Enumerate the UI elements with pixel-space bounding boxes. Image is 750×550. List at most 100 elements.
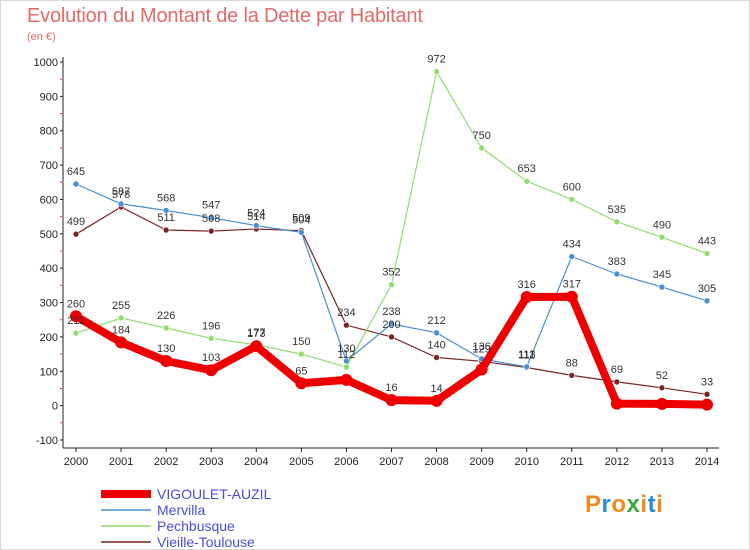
data-point-mervilla [117, 200, 125, 208]
data-label-mervilla: 130 [337, 343, 355, 355]
data-label-vieille-toulouse: 514 [247, 211, 265, 223]
data-label-mervilla: 345 [653, 269, 671, 281]
data-label-vieille-toulouse: 129 [472, 343, 490, 355]
y-tick-label: 400 [40, 263, 58, 275]
data-point-pechbusque [433, 68, 440, 75]
x-tick-label: 2007 [379, 456, 403, 468]
data-label-pechbusque: 112 [338, 349, 356, 361]
data-point-mervilla [703, 297, 711, 305]
x-tick-label: 2013 [650, 456, 674, 468]
data-point-pechbusque [613, 218, 621, 226]
data-point-mervilla [433, 329, 440, 337]
y-tick-label: -100 [36, 435, 58, 447]
x-tick-label: 2006 [334, 456, 358, 468]
data-point-vigoulet-auzil [205, 364, 218, 377]
data-label-vigoulet-auzil: 317 [563, 279, 581, 291]
y-tick-label: 0 [52, 401, 58, 413]
data-point-mervilla [298, 229, 305, 236]
data-label-vieille-toulouse: 578 [112, 189, 130, 201]
y-tick-label: 500 [40, 229, 58, 241]
data-label-vigoulet-auzil: 173 [247, 328, 265, 340]
data-point-vieille-toulouse [658, 384, 666, 392]
legend-label-vigoulet-auzil: VIGOULET-AUZIL [157, 486, 272, 502]
data-point-vigoulet-auzil [701, 398, 713, 411]
data-label-mervilla: 568 [157, 192, 175, 204]
x-tick-label: 2002 [154, 456, 178, 468]
data-label-mervilla: 113 [518, 349, 536, 361]
data-label-vieille-toulouse: 88 [566, 357, 578, 369]
data-label-vieille-toulouse: 508 [202, 213, 220, 225]
chart-unit-label: (en €) [27, 31, 56, 43]
data-point-vieille-toulouse [207, 227, 215, 235]
data-label-pechbusque: 196 [202, 320, 220, 332]
data-label-pechbusque: 535 [608, 204, 626, 216]
y-tick-label: 700 [40, 160, 58, 172]
data-point-vieille-toulouse [343, 321, 350, 329]
data-label-mervilla: 434 [563, 238, 581, 250]
data-point-vigoulet-auzil [115, 336, 128, 349]
data-point-pechbusque [568, 196, 576, 203]
data-point-pechbusque [162, 324, 170, 332]
data-label-pechbusque: 750 [472, 130, 490, 142]
y-tick-label: 1000 [34, 57, 58, 69]
data-label-mervilla: 587 [112, 186, 130, 198]
data-label-pechbusque: 211 [67, 315, 85, 327]
data-label-vieille-toulouse: 509 [292, 213, 310, 225]
data-point-vigoulet-auzil [610, 397, 623, 410]
data-point-vigoulet-auzil [295, 377, 308, 390]
x-tick-label: 2012 [605, 456, 629, 468]
data-label-pechbusque: 177 [247, 327, 265, 339]
data-point-mervilla [658, 283, 666, 291]
data-point-mervilla [523, 363, 531, 371]
data-label-vigoulet-auzil: 103 [202, 352, 220, 364]
data-point-vieille-toulouse [72, 230, 80, 238]
data-point-pechbusque [207, 334, 215, 342]
data-label-vieille-toulouse: 52 [656, 370, 668, 382]
data-point-mervilla [207, 214, 215, 221]
x-tick-label: 2010 [514, 456, 538, 468]
y-tick-label: 800 [40, 126, 58, 138]
data-point-pechbusque [523, 177, 531, 185]
y-tick-label: 200 [40, 332, 58, 344]
data-point-pechbusque [298, 350, 305, 358]
data-label-vieille-toulouse: 200 [382, 319, 400, 331]
logo-letter: P [585, 491, 602, 518]
data-point-vigoulet-auzil [655, 397, 668, 410]
data-label-vieille-toulouse: 69 [611, 364, 623, 376]
data-point-mervilla [162, 207, 170, 214]
data-label-vigoulet-auzil: 316 [518, 279, 536, 291]
data-label-pechbusque: 226 [157, 310, 175, 322]
data-point-vieille-toulouse [568, 372, 576, 379]
data-point-pechbusque [388, 281, 395, 288]
data-point-vieille-toulouse [388, 333, 395, 341]
data-label-vigoulet-auzil: 65 [295, 365, 307, 377]
data-label-pechbusque: 490 [653, 219, 671, 231]
data-point-pechbusque [658, 233, 666, 241]
y-tick-label: 100 [40, 366, 58, 378]
data-point-pechbusque [703, 250, 711, 257]
data-point-mervilla [613, 270, 621, 278]
x-tick-label: 2014 [695, 456, 719, 468]
data-point-vigoulet-auzil [520, 291, 533, 304]
data-point-pechbusque [117, 314, 125, 322]
data-label-vieille-toulouse: 140 [427, 340, 445, 352]
data-point-vigoulet-auzil [565, 290, 578, 303]
x-tick-label: 2000 [64, 456, 88, 468]
data-label-mervilla: 305 [698, 283, 716, 295]
data-point-vieille-toulouse [162, 226, 170, 234]
data-point-vieille-toulouse [703, 390, 711, 398]
data-point-pechbusque [343, 363, 350, 371]
data-point-mervilla [252, 222, 260, 229]
data-point-vigoulet-auzil [250, 340, 263, 353]
data-label-mervilla: 212 [427, 315, 445, 327]
data-label-mervilla: 645 [67, 166, 85, 178]
data-point-vieille-toulouse [433, 354, 440, 361]
data-point-vieille-toulouse [613, 378, 621, 386]
data-label-vigoulet-auzil: 130 [157, 343, 175, 355]
data-label-pechbusque: 653 [518, 163, 536, 175]
data-label-vigoulet-auzil: 14 [430, 383, 442, 395]
x-tick-label: 2005 [289, 456, 313, 468]
data-label-mervilla: 504 [292, 214, 310, 226]
logo-letter: o [611, 491, 627, 518]
